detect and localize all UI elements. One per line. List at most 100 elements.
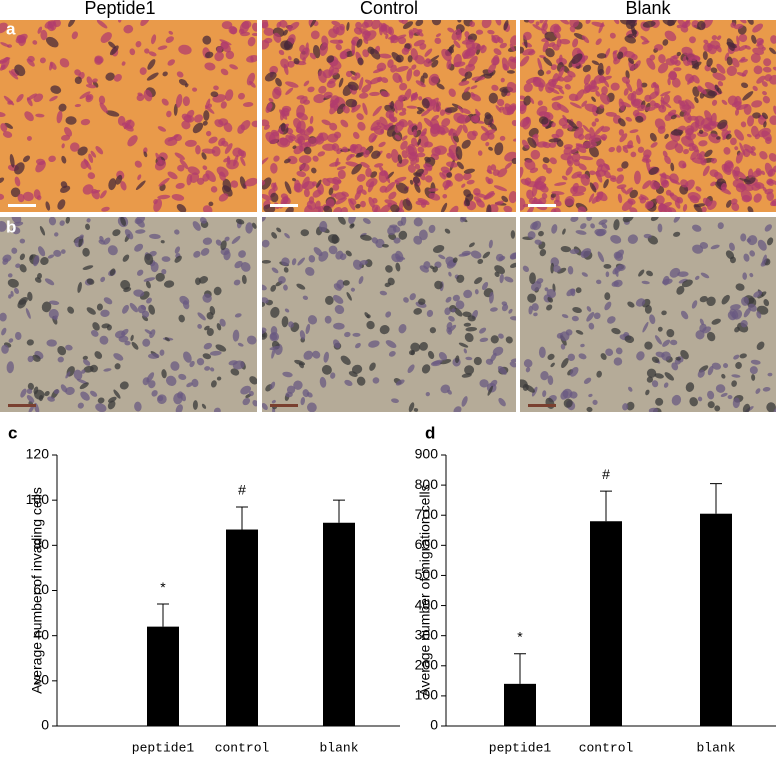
cell [94,55,104,64]
cell [444,307,451,316]
cell [189,172,200,183]
cell [591,21,605,27]
cell [220,240,227,251]
cell [480,45,487,54]
cell [707,43,712,49]
cell [545,120,554,129]
cell [680,349,689,360]
cell [636,134,641,145]
cell [490,164,497,171]
cell [621,161,629,169]
cell [357,57,364,66]
cell [306,392,313,398]
cell [648,407,659,412]
cell [189,360,195,368]
cell [143,151,148,158]
cell [766,237,774,246]
cell [121,61,126,66]
cell [627,33,634,38]
cell [17,299,27,309]
cell [345,161,359,167]
cell [53,20,61,27]
bar [147,626,179,726]
cell [232,360,245,370]
cell [642,154,650,161]
cell [422,72,428,79]
cell [697,369,705,378]
cell [694,96,699,104]
cell [714,405,721,412]
cell [726,56,733,66]
cell [650,217,659,222]
cell [525,205,534,212]
cell [299,129,306,135]
cell [412,129,417,137]
cell [10,290,14,297]
cell [651,380,659,388]
cell [657,62,669,74]
cell [638,269,645,277]
panel-letter: a [6,19,16,38]
cell [654,373,664,379]
cell [510,358,516,363]
cell [635,298,646,307]
cell [689,397,698,407]
cell [766,191,775,201]
cell [280,193,289,200]
cell [726,65,738,76]
cell [2,131,13,138]
cell [94,351,103,359]
cell [750,359,761,365]
x-tick-label: blank [696,740,735,755]
cell [560,20,570,25]
cell [446,172,453,178]
cell [356,113,364,120]
cell [672,54,679,60]
cell [44,278,55,286]
cell [710,67,718,74]
cell [149,233,161,239]
cell [688,145,697,151]
cell [610,234,622,244]
cell [278,49,285,56]
cell [727,394,733,400]
cell [302,181,315,190]
cell [192,221,201,231]
cell [757,239,767,251]
cell [491,34,501,44]
cell [245,222,253,234]
cell [336,166,347,170]
cell [523,95,532,106]
cell [196,358,205,366]
cell [586,217,592,221]
cell [491,56,500,66]
cell [561,314,569,319]
cell [288,321,294,328]
cell [421,98,430,109]
cell [270,162,278,174]
cell [749,250,755,257]
cell [552,73,559,86]
cell [461,48,476,59]
cell [669,192,675,197]
cell [602,75,612,81]
cell [262,402,268,411]
cell [571,315,579,322]
cell [149,329,156,339]
cell [575,287,582,294]
cell [374,163,384,168]
cell [494,200,504,206]
cell [430,123,441,135]
cell [441,118,451,127]
cell [135,229,146,234]
cell [473,356,482,366]
cell [210,367,215,372]
cell [317,151,326,157]
cell [7,278,19,288]
cell [651,356,660,363]
cell [0,22,8,34]
cell [157,45,168,50]
cell [387,59,394,69]
cell [747,206,754,212]
cell [193,250,201,258]
